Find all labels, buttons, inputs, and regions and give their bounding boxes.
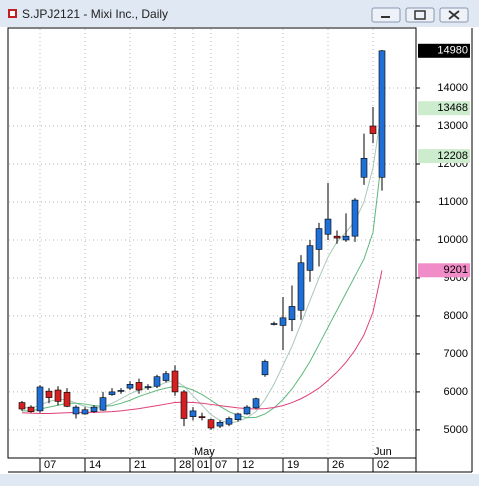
x-tick-label: 07 [44, 459, 56, 471]
candle-body [72, 406, 80, 415]
y-tick-label: 8000 [444, 310, 468, 322]
ma-tag [418, 101, 470, 116]
candle-body [279, 317, 287, 326]
candle-body [153, 376, 161, 387]
candle-body [225, 418, 233, 425]
plot-area [7, 27, 417, 459]
month-label: May [194, 446, 215, 458]
x-tick-label: 02 [377, 459, 389, 471]
candle-body [216, 421, 224, 427]
x-tick-label: 14 [89, 459, 101, 471]
y-tick-label: 5000 [444, 424, 468, 436]
month-label: Jun [374, 446, 392, 458]
candle-body [369, 125, 377, 134]
candle-body [36, 386, 44, 412]
candle-body [81, 409, 89, 415]
last-price-tag-label: 14980 [437, 45, 468, 57]
candle-body [126, 384, 134, 389]
moving-average [22, 156, 383, 419]
candle-body [297, 262, 305, 311]
candle-body [261, 361, 269, 376]
minimize-button[interactable] [371, 7, 401, 23]
candle-body [198, 416, 206, 419]
candle-body [63, 391, 71, 407]
candle-body [351, 199, 359, 237]
x-tick-label: 12 [242, 459, 254, 471]
candle-body [90, 406, 98, 412]
window-title: S.JPJ2121 - Mixi Inc., Daily [22, 7, 168, 21]
candle-body [27, 406, 35, 412]
candle-body [360, 157, 368, 178]
maximize-icon [414, 10, 426, 20]
candle-body [324, 218, 332, 235]
x-tick-label: 07 [215, 459, 227, 471]
moving-average [21, 108, 383, 424]
x-tick-label: 26 [332, 459, 344, 471]
candle-body [189, 410, 197, 417]
y-tick-label: 13000 [437, 120, 468, 132]
candle-body [99, 397, 107, 411]
x-tick-label: 21 [134, 459, 146, 471]
candle-body [108, 391, 116, 395]
candle-body [288, 306, 296, 321]
ma-tag-label: 9201 [444, 264, 468, 276]
candle-body [243, 406, 251, 415]
close-icon [448, 10, 460, 20]
candle-body [252, 398, 260, 409]
candle-body [18, 402, 26, 410]
x-tick-label: 01 [197, 459, 209, 471]
candle-body [207, 419, 215, 429]
candle-body [162, 373, 170, 381]
window-bottom [0, 474, 479, 486]
candle-body [378, 50, 386, 178]
candle-body [333, 235, 341, 239]
ma-tag-label: 12208 [437, 150, 468, 162]
ma-tag-label: 13468 [437, 102, 468, 114]
y-tick-label: 11000 [438, 196, 468, 208]
y-tick-label: 10000 [437, 234, 468, 246]
candle-body [171, 370, 179, 393]
maximize-button[interactable] [405, 7, 435, 23]
app-icon-inner [10, 11, 15, 16]
y-tick-label: 14000 [437, 82, 468, 94]
candle-body [270, 323, 278, 325]
ma-tag [418, 149, 470, 164]
y-tick-label: 7000 [444, 348, 468, 360]
last-price-tag [418, 43, 470, 58]
x-tick-label: 28 [179, 459, 191, 471]
candle-body [315, 228, 323, 250]
candle-body [117, 390, 125, 392]
candle-body [234, 413, 242, 420]
ma-tag [418, 263, 470, 278]
candle-body [45, 390, 53, 398]
candle-body [54, 389, 62, 402]
candle-body [342, 235, 350, 241]
y-tick-label: 6000 [444, 386, 468, 398]
candle-body [144, 386, 152, 388]
candle-body [135, 382, 143, 391]
x-tick-label: 19 [287, 459, 299, 471]
candle-body [306, 245, 314, 271]
candle-body [180, 391, 188, 419]
